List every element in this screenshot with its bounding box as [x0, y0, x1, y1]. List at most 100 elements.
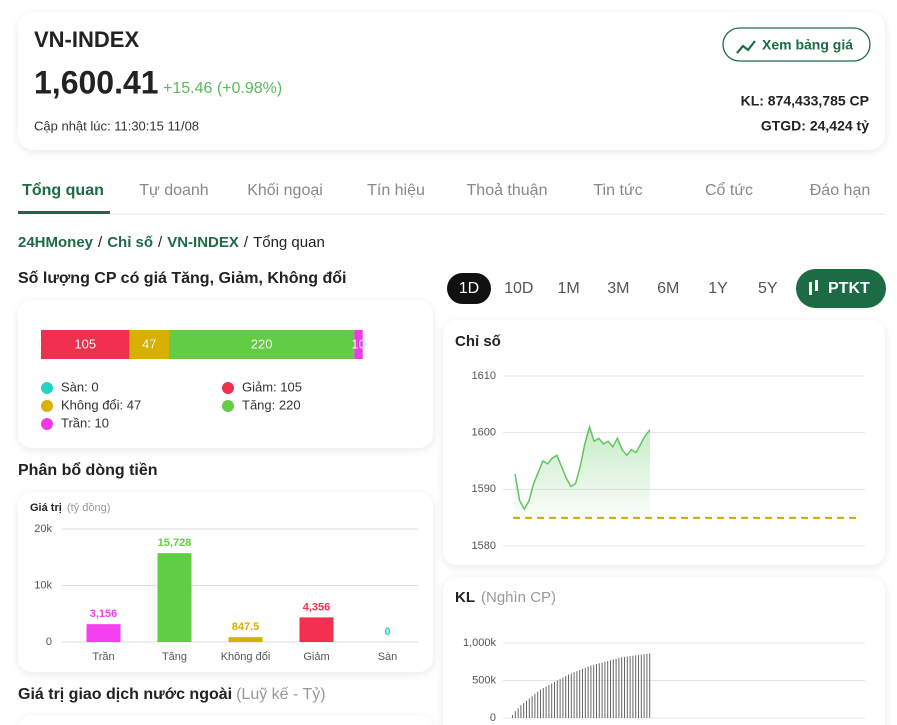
volume-bar — [640, 654, 642, 718]
crumb[interactable]: 24HMoney — [18, 234, 94, 251]
volume-bar — [559, 679, 561, 718]
period[interactable]: 1M — [557, 280, 579, 297]
volume-bar — [523, 703, 525, 718]
period[interactable]: 1Y — [708, 280, 728, 297]
y-axis-unit: (tỷ đồng) — [67, 502, 110, 514]
foreign-card — [18, 715, 433, 725]
chart-icon — [736, 40, 756, 54]
volume-bar — [570, 673, 572, 718]
chart-title: KL — [455, 589, 475, 606]
legend-label: Tăng: 220 — [242, 397, 301, 412]
volume-bar — [626, 656, 628, 718]
volume-bar — [604, 661, 606, 718]
bar — [86, 624, 121, 642]
separator: / — [98, 234, 103, 251]
value-label: 15,728 — [158, 537, 192, 549]
period[interactable]: 5Y — [758, 280, 778, 297]
ptkt-frame[interactable] — [796, 269, 886, 308]
ptkt-label[interactable]: PTKT — [828, 280, 870, 297]
volume-bar — [540, 689, 541, 718]
volume-bar — [565, 676, 567, 718]
legend-label: Không đổi: 47 — [61, 397, 141, 412]
volume-bar — [646, 653, 648, 718]
period[interactable]: 10D — [504, 280, 533, 297]
volume-bar — [537, 691, 539, 718]
chart-title: Chỉ số — [455, 333, 501, 350]
segment-label: 105 — [74, 336, 96, 351]
volume-bar — [554, 682, 555, 718]
tab[interactable]: Cổ tức — [705, 181, 753, 199]
volume-bar — [562, 677, 564, 718]
volume-bar — [615, 658, 617, 718]
stack-segment — [169, 330, 355, 359]
tab[interactable]: Tin tức — [593, 182, 642, 199]
tab[interactable]: Tín hiệu — [367, 182, 425, 199]
header-card — [18, 12, 885, 150]
y-tick-label: 20k — [34, 523, 52, 535]
value-label: 4,356 — [303, 601, 331, 613]
segment-label: 10 — [351, 336, 365, 351]
update-time: Cập nhật lúc: 11:30:15 11/08 — [34, 118, 199, 133]
y-tick-label: 0 — [490, 712, 496, 724]
price-line — [514, 424, 651, 511]
section-title: Số lượng CP có giá Tăng, Giảm, Không đổi — [18, 269, 346, 287]
index-title: VN-INDEX — [34, 27, 139, 52]
period[interactable]: 1D — [459, 280, 479, 297]
crumb[interactable]: Chỉ số — [107, 234, 153, 251]
button-label[interactable]: Xem bảng giá — [762, 37, 853, 53]
segment-label: 47 — [142, 336, 156, 351]
tab[interactable]: Tự doanh — [139, 182, 208, 199]
volume-bar — [576, 671, 578, 718]
volume-bar — [556, 680, 558, 718]
volume-bar — [517, 708, 519, 718]
button-frame[interactable] — [722, 27, 871, 62]
chart-unit: (Nghìn CP) — [481, 589, 556, 606]
volume-bar — [526, 700, 527, 718]
active-tab-indicator — [18, 211, 110, 214]
foreign-title: Giá trị giao dịch nước ngoài — [18, 686, 232, 703]
y-tick-label: 1,000k — [463, 637, 497, 649]
separator: / — [158, 234, 163, 251]
period-selector: 1D 10D 1M 3M 6M 1Y 5Y — [447, 273, 778, 304]
total-value: GTGD: 24,424 tỷ — [761, 118, 869, 134]
y-tick-label: 0 — [46, 636, 52, 648]
period[interactable]: 3M — [607, 280, 629, 297]
x-tick-label: Không đổi — [221, 651, 271, 663]
tab[interactable]: Khối ngoại — [247, 182, 323, 199]
tab[interactable]: Đáo hạn — [810, 182, 871, 199]
volume-bar — [596, 664, 597, 718]
legend-swatch — [222, 400, 234, 412]
foreign-unit: (Luỹ kế - Tỷ) — [236, 686, 326, 703]
candle-icon — [809, 282, 812, 295]
volume-bar — [610, 660, 611, 718]
volume-bar — [629, 656, 631, 718]
volume-bar — [534, 694, 536, 718]
breadcrumb: 24HMoney / Chỉ số / VN-INDEX / Tổng quan — [18, 234, 325, 251]
section-title: Phân bổ dòng tiền — [18, 461, 158, 479]
volume-bar — [632, 655, 634, 718]
volume-bar — [638, 655, 639, 718]
volume-bar — [649, 653, 651, 718]
y-tick-label: 1590 — [472, 483, 496, 495]
legend-label: Sàn: 0 — [61, 379, 99, 394]
price-board-button[interactable]: Xem bảng giá — [722, 27, 871, 62]
y-tick-label: 500k — [472, 674, 496, 686]
x-tick-label: Giảm — [303, 651, 329, 663]
tab[interactable]: Tổng quan — [22, 181, 104, 199]
stack-segment — [354, 330, 363, 359]
x-tick-label: Tăng — [162, 651, 187, 663]
volume-bar — [643, 654, 645, 718]
volume-bar — [587, 666, 589, 718]
index-price: 1,600.41 — [34, 64, 159, 100]
index-change: +15.46 (+0.98%) — [163, 80, 282, 97]
period[interactable]: 6M — [657, 280, 679, 297]
area — [515, 427, 650, 518]
volume-bar — [582, 668, 583, 718]
candle-icon — [815, 280, 818, 291]
ptkt-button[interactable]: PTKT — [796, 269, 886, 308]
crumb[interactable]: VN-INDEX — [167, 234, 239, 251]
y-axis-label: Giá trị — [30, 502, 62, 514]
tab[interactable]: Thoả thuận — [467, 182, 548, 199]
volume-bar — [607, 661, 609, 718]
